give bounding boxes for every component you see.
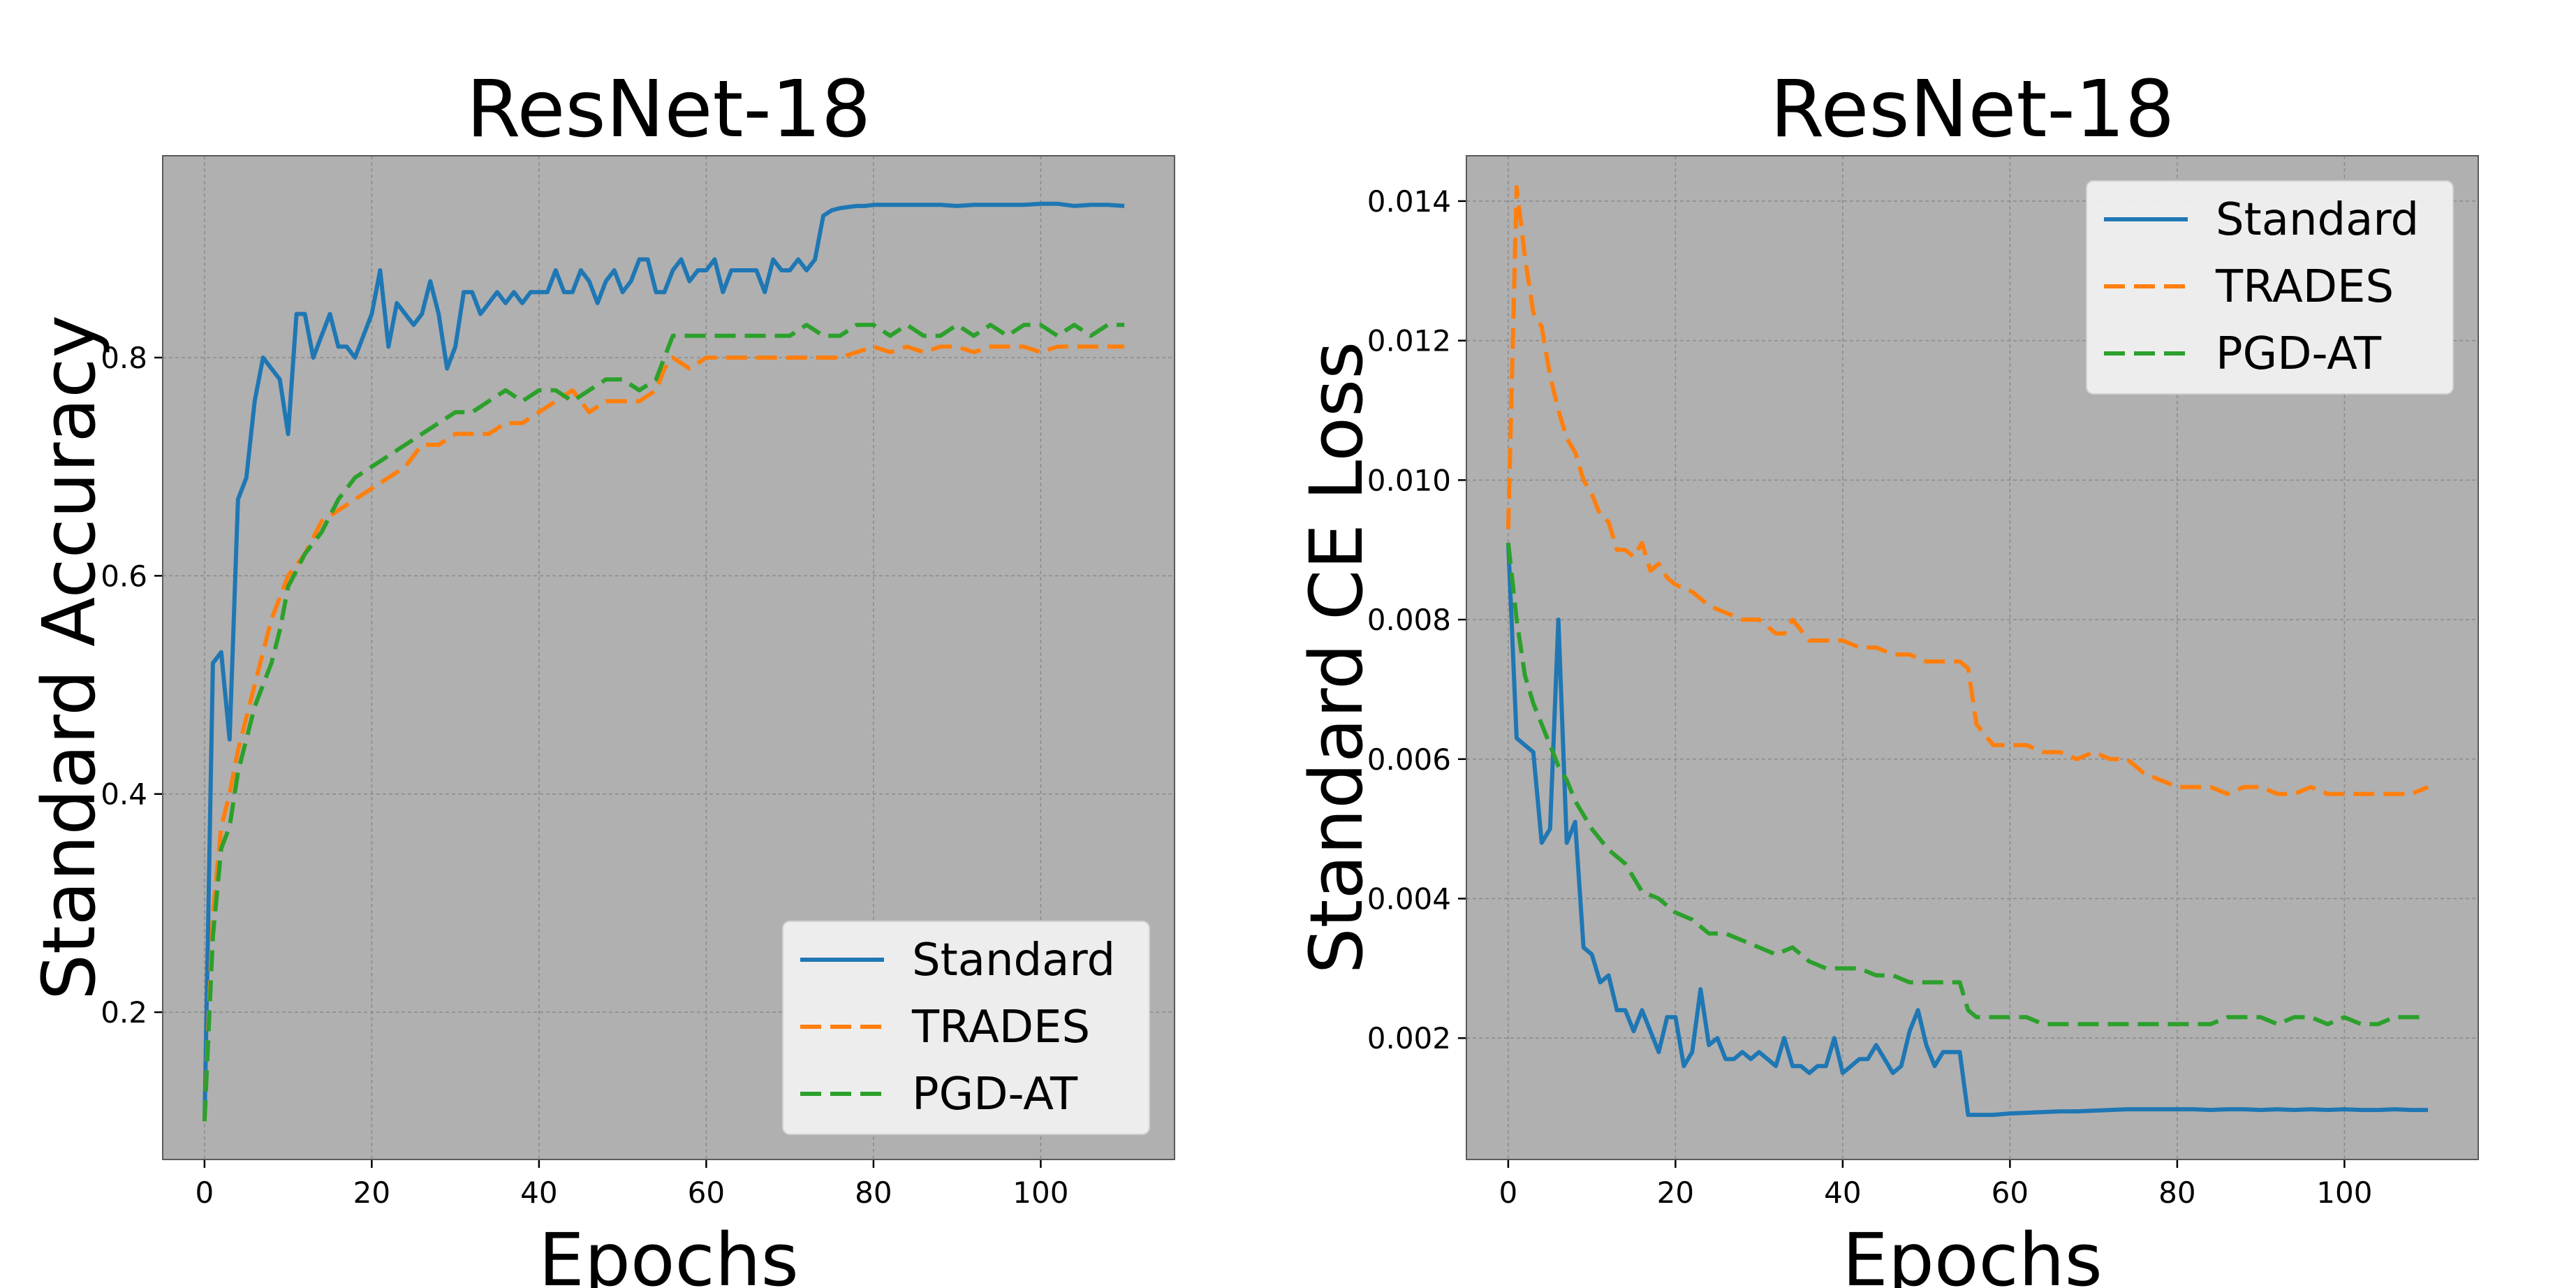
series-line-pgd-at [202,323,1125,1122]
x-axis-label: Epochs [1842,1217,2103,1288]
legend-box [782,921,1150,1135]
y-tick-label: 0.012 [1367,324,1451,358]
x-tick-label: 20 [353,1176,390,1210]
x-tick-label: 0 [196,1176,214,1210]
series-line-standard [202,201,1125,1122]
legend: Standard TRADES PGD-AT [2086,180,2454,395]
series-line-pgd-at [1506,542,2429,1027]
chart-title: ResNet-18 [466,64,871,155]
legend-label: PGD-AT [912,1069,1078,1120]
x-tick-label: 0 [1499,1176,1518,1210]
y-axis-label: Standard Accuracy [27,315,112,1000]
x-axis-label: Epochs [538,1217,799,1288]
plot-border [162,155,1175,1160]
y-tick-label: 0.010 [1367,463,1451,497]
x-tick-label: 80 [2158,1176,2195,1210]
y-tick-label: 0.006 [1367,742,1451,777]
legend: Standard TRADES PGD-AT [782,921,1150,1135]
legend-label: Standard [2216,194,2419,246]
chart-panel-2: 0 20 40 60 80 100 0.002 0.004 0.006 0.008 0.010 0.0… [1294,64,2479,1288]
chart-title: ResNet-18 [1770,64,2175,155]
series-line-trades [1506,184,2429,796]
x-tick-label: 60 [688,1176,725,1210]
chart-panel-1: 0 20 40 60 80 100 0.2 0.4 0.6 0.8 ResNet-18 Epochs S… [27,64,1175,1288]
y-tick-label: 0.008 [1367,603,1451,637]
series-line-trades [202,344,1125,1122]
x-tick-label: 100 [1013,1176,1068,1210]
plot-border [1466,155,2479,1160]
x-tick-label: 80 [855,1176,892,1210]
x-tick-label: 40 [1824,1176,1861,1210]
y-tick-label: 0.6 [101,559,147,593]
y-tick-label: 0.002 [1367,1021,1451,1055]
y-tick-label: 0.014 [1367,184,1451,219]
legend-box [2086,180,2454,395]
x-tick-label: 60 [1992,1176,2029,1210]
y-tick-label: 0.4 [101,777,147,812]
legend-label: TRADES [2215,261,2394,313]
x-tick-label: 100 [2316,1176,2372,1210]
y-tick-label: 0.2 [101,995,147,1030]
legend-label: Standard [912,935,1115,986]
y-tick-label: 0.8 [101,341,147,375]
legend-label: TRADES [911,1002,1090,1053]
x-tick-label: 20 [1657,1176,1694,1210]
x-tick-label: 40 [520,1176,557,1210]
y-axis-label: Standard CE Loss [1294,342,1379,974]
y-tick-label: 0.004 [1367,882,1451,916]
series-line-standard [1506,543,2429,1118]
legend-label: PGD-AT [2216,328,2382,380]
